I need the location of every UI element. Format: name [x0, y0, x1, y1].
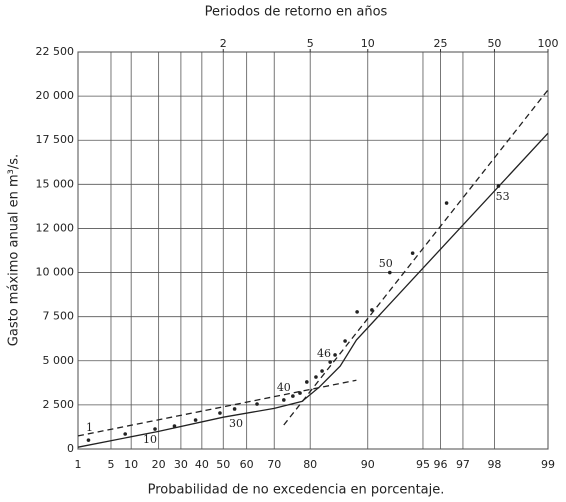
data-point [282, 398, 286, 402]
x-tick-label: 90 [361, 458, 375, 471]
top-tick-label: 50 [487, 37, 501, 50]
x-tick-label: 97 [456, 458, 470, 471]
y-tick-label: 7 500 [43, 310, 75, 323]
y-tick-label: 20 000 [36, 89, 75, 102]
data-point [193, 418, 198, 422]
y-tick-label: 15 000 [36, 177, 75, 190]
data-point [305, 380, 309, 384]
y-tick-label: 17 500 [36, 133, 75, 146]
annotation: 50 [379, 257, 393, 270]
data-point [232, 407, 237, 411]
data-point [314, 375, 318, 379]
data-point [218, 411, 222, 415]
x-tick-label: 5 [107, 458, 114, 471]
x-tick-label: 96 [433, 458, 447, 471]
annotation: 40 [277, 381, 291, 394]
x-tick-label: 20 [152, 458, 166, 471]
x-tick-label: 98 [487, 458, 501, 471]
data-point [153, 427, 157, 431]
top-tick-label: 2 [220, 37, 227, 50]
x-tick-label: 80 [303, 458, 317, 471]
data-point [496, 184, 501, 188]
top-tick-label: 100 [538, 37, 559, 50]
fit-line [77, 132, 549, 448]
x-tick-label: 30 [174, 458, 188, 471]
x-tick-label: 40 [195, 458, 209, 471]
top-tick-label: 25 [433, 37, 447, 50]
x-tick-label: 1 [75, 458, 82, 471]
data-point [86, 438, 91, 442]
top-tick-label: 5 [307, 37, 314, 50]
data-point [370, 308, 374, 312]
data-point [320, 369, 324, 373]
x-tick-label: 60 [240, 458, 254, 471]
data-point [333, 353, 337, 357]
y-tick-label: 12 000 [36, 221, 75, 234]
y-tick-label: 22 500 [36, 45, 75, 58]
annotation: 53 [496, 190, 510, 203]
x-tick-label: 99 [541, 458, 555, 471]
data-point [444, 201, 449, 205]
fit-line [283, 89, 549, 426]
y-tick-label: 10 000 [36, 266, 75, 279]
data-point [410, 251, 415, 255]
top-axis-title: Periodos de retorno en años [205, 5, 388, 20]
annotation: 1 [86, 421, 93, 434]
y-axis-title: Gasto máximo anual en m³/s. [7, 154, 22, 346]
x-tick-label: 10 [124, 458, 138, 471]
x-tick-label: 70 [267, 458, 281, 471]
top-tick-label: 10 [361, 37, 375, 50]
x-axis-title: Probabilidad de no excedencia en porcent… [148, 483, 445, 498]
fit-line [77, 379, 357, 437]
annotation: 10 [143, 433, 157, 446]
x-tick-label: 50 [216, 458, 230, 471]
data-point [298, 391, 302, 395]
y-tick-label: 2 500 [43, 398, 75, 411]
x-tick-label: 95 [416, 458, 430, 471]
data-point [328, 360, 332, 364]
y-tick-label: 5 000 [43, 354, 75, 367]
annotation: 46 [317, 347, 331, 360]
data-point [255, 402, 259, 406]
data-point [388, 270, 392, 275]
y-tick-label: 0 [67, 442, 74, 455]
data-point [355, 310, 359, 314]
annotation: 30 [229, 417, 243, 430]
data-point [291, 394, 295, 398]
data-point [343, 339, 347, 343]
data-point [172, 424, 177, 428]
plot-frame [77, 51, 549, 450]
data-point [123, 432, 127, 436]
